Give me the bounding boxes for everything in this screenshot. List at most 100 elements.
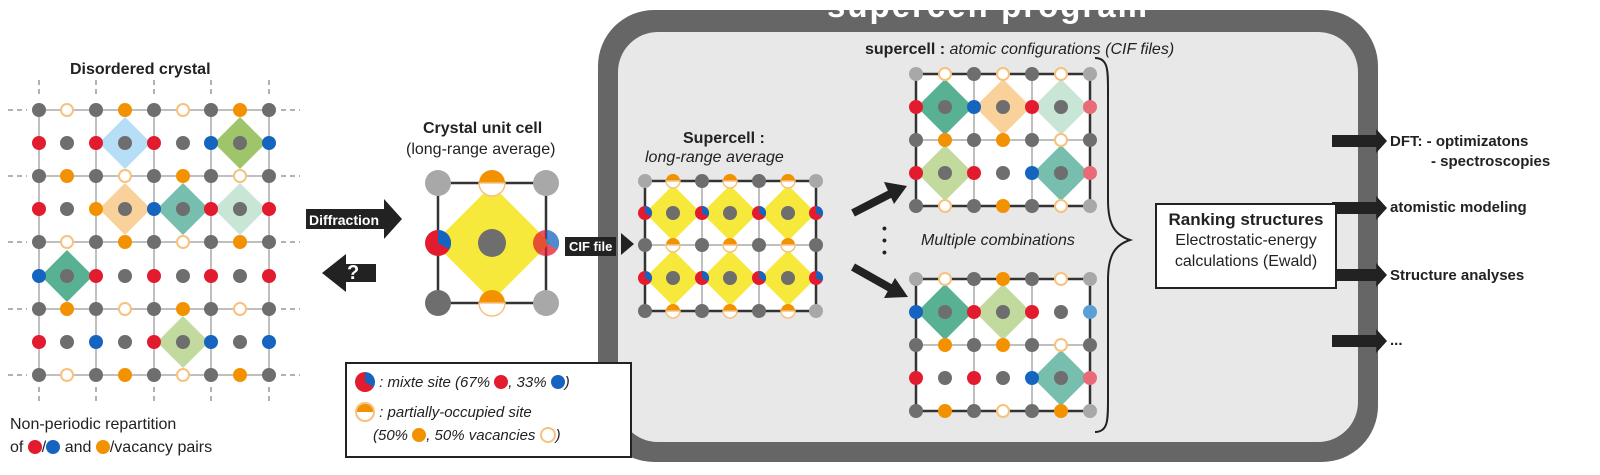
ranking-box: Ranking structures Electrostatic-energy …	[1155, 203, 1337, 289]
arrow-shaft	[851, 263, 894, 293]
mixed-site	[638, 270, 653, 285]
gray-atom	[60, 202, 74, 216]
mixed-site-blue-part	[759, 270, 767, 282]
gray-atom	[89, 103, 103, 117]
red-atom	[147, 269, 161, 283]
gray-atom	[938, 371, 952, 385]
orange-atom	[938, 404, 952, 418]
program-title: supercell program	[827, 0, 1149, 24]
partial-site-filled-half	[781, 174, 795, 181]
vacancy-site	[118, 302, 132, 316]
partial-site-filled-half	[666, 304, 680, 311]
center-atom	[478, 229, 506, 257]
mixed-site	[752, 270, 767, 285]
gray-atom	[233, 335, 247, 349]
mixed-site	[533, 229, 560, 256]
mixed-site-blue-part	[702, 270, 710, 282]
gray-atom	[233, 136, 247, 150]
output-dft-item1: - optimizatons	[1426, 133, 1529, 150]
gray-atom	[204, 302, 218, 316]
gray-atom	[176, 335, 190, 349]
vacancy-site	[176, 235, 190, 249]
mixed-site-blue-part	[645, 205, 653, 217]
gray-atom	[176, 202, 190, 216]
light-blue-atom	[1083, 305, 1097, 319]
blue-atom	[147, 202, 161, 216]
gray-atom	[1025, 272, 1039, 286]
legend-box: : mixte site (67% , 33% ) : partially-oc…	[345, 362, 632, 458]
gray-atom	[204, 169, 218, 183]
gray-atom	[967, 272, 981, 286]
gray-atom	[967, 338, 981, 352]
gray-atom	[909, 133, 923, 147]
legend-mixte-mid: , 33%	[508, 374, 547, 391]
gray-atom	[233, 202, 247, 216]
legend-mixte-row: : mixte site (67% , 33% )	[355, 372, 570, 392]
vacancy-site	[233, 302, 247, 316]
orange-atom	[176, 302, 190, 316]
gray-atom	[909, 338, 923, 352]
red-atom	[32, 202, 46, 216]
question-label: ?	[347, 262, 360, 284]
red-atom	[204, 269, 218, 283]
gray-atom	[147, 368, 161, 382]
gray-atom	[60, 335, 74, 349]
red-atom-icon	[27, 440, 42, 454]
partial-site-empty-half	[722, 180, 738, 189]
blue-atom	[1025, 166, 1039, 180]
red-atom	[147, 136, 161, 150]
gray-atom	[781, 206, 795, 220]
gray-atom	[1054, 166, 1068, 180]
legend-mixte-end: )	[564, 374, 570, 391]
vacancy-site	[938, 67, 952, 81]
gray-atom	[909, 404, 923, 418]
partial-site	[665, 174, 681, 189]
vacancy-site	[1054, 338, 1068, 352]
configuration-2-lattice	[909, 272, 1097, 418]
gray-atom	[118, 136, 132, 150]
gray-atom	[909, 199, 923, 213]
disordered-caption-line2: of / and /vacancy pairs	[10, 439, 212, 457]
mixed-site	[752, 205, 767, 220]
arrow-right-icon	[1332, 129, 1387, 153]
brace-icon	[1094, 57, 1134, 433]
mixed-site-blue-part	[816, 270, 824, 282]
red-atom-icon	[494, 375, 509, 389]
vacancy-site	[996, 67, 1010, 81]
partial-site-filled-half	[723, 238, 737, 245]
red-atom	[1025, 100, 1039, 114]
vacancy-site	[60, 103, 74, 117]
vacancy-site	[1054, 133, 1068, 147]
gray-atom	[32, 368, 46, 382]
orange-atom	[938, 338, 952, 352]
mixed-site	[695, 270, 710, 285]
gray-atom	[60, 269, 74, 283]
unit-cell-subtitle: (long-range average)	[406, 141, 556, 158]
gray-atom	[1025, 199, 1039, 213]
gray-atom	[1025, 338, 1039, 352]
gray-atom	[752, 174, 766, 188]
gray-atom	[262, 103, 276, 117]
orange-atom	[996, 272, 1010, 286]
partial-site-filled-half	[479, 170, 505, 183]
disordered-title: Disordered crystal	[70, 61, 211, 78]
gray-atom	[60, 136, 74, 150]
gray-atom	[938, 166, 952, 180]
gray-atom	[176, 269, 190, 283]
partial-site-empty-half	[665, 244, 681, 253]
red-atom	[967, 305, 981, 319]
gray-atom	[938, 100, 952, 114]
vacancy-site	[60, 235, 74, 249]
partial-site-filled-half	[723, 174, 737, 181]
orange-atom	[89, 202, 103, 216]
configuration-1-lattice	[909, 67, 1097, 213]
gray-atom	[32, 302, 46, 316]
caption-slash: /	[41, 439, 47, 456]
gray-atom	[967, 133, 981, 147]
vacancy-site	[60, 368, 74, 382]
gray-atom	[1054, 371, 1068, 385]
mixed-site-blue-part	[645, 270, 653, 282]
blue-atom	[204, 335, 218, 349]
blue-atom	[909, 305, 923, 319]
legend-partial-row: : partially-occupied site	[355, 402, 532, 422]
